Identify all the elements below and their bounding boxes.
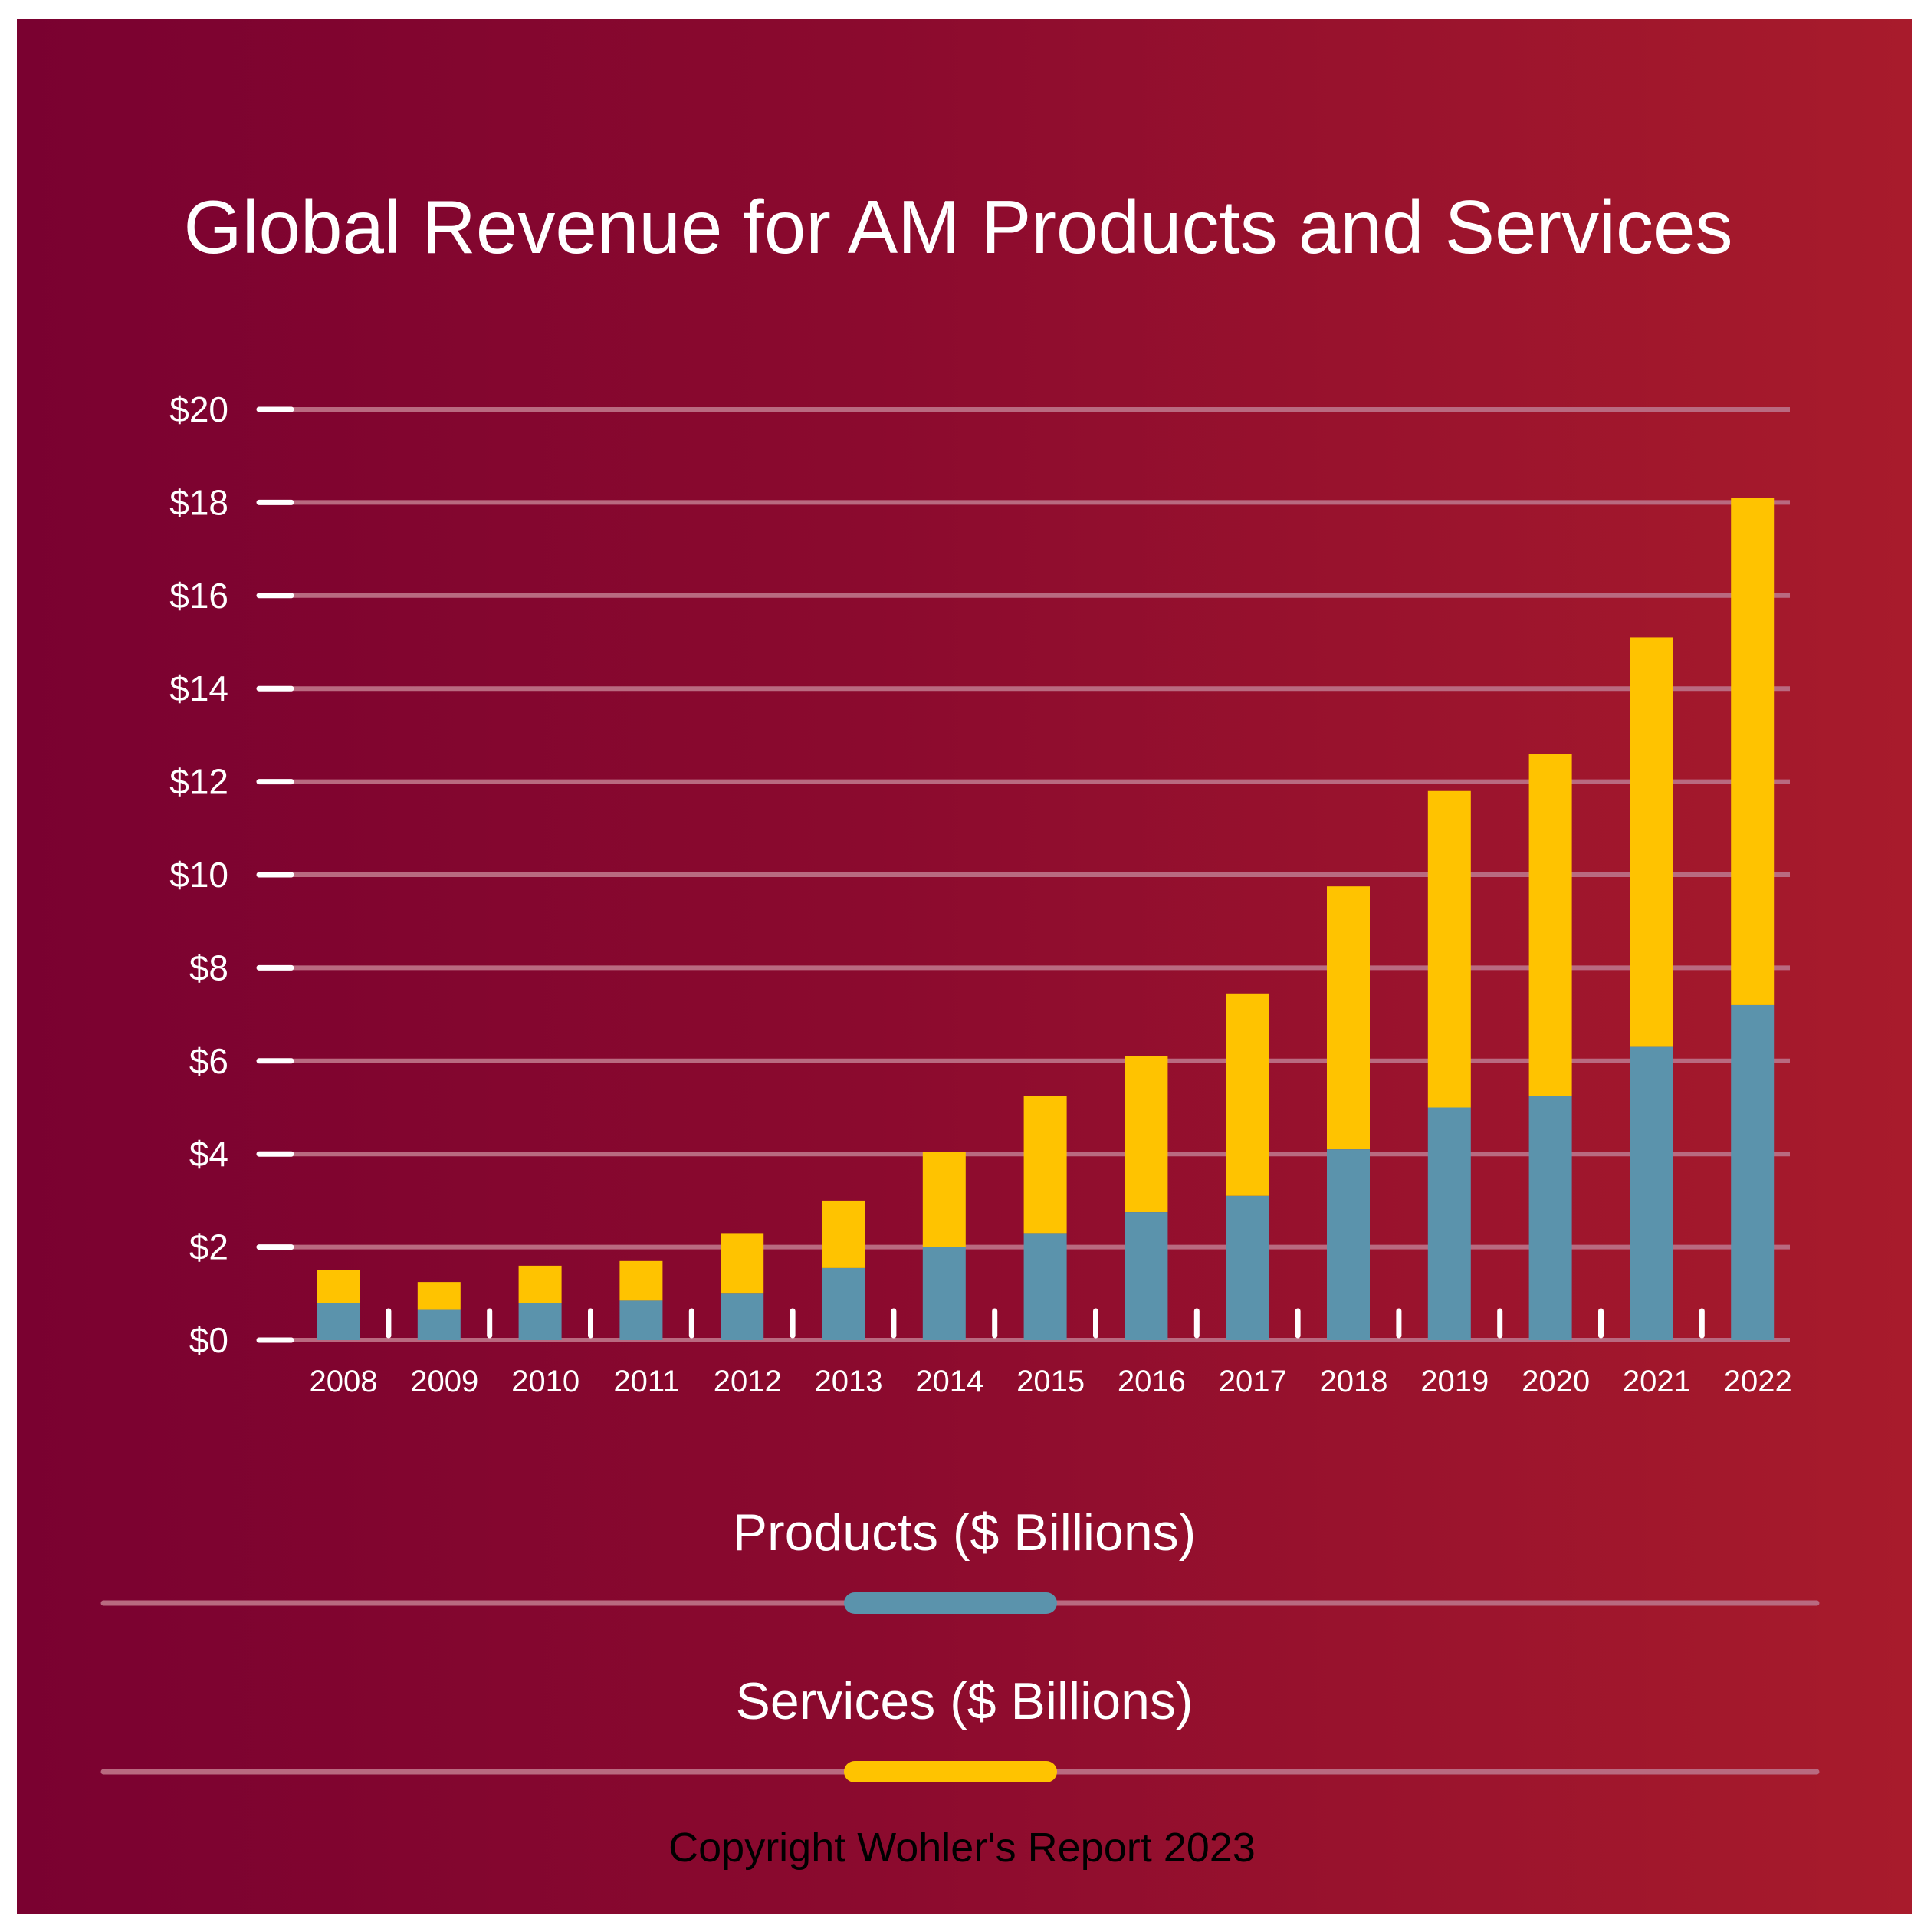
bar-products-2014 [922,1247,966,1340]
y-tick-label: $2 [189,1227,228,1267]
x-tick-label: 2018 [1320,1365,1388,1398]
bar-services-2019 [1427,790,1471,1108]
bar-products-2012 [721,1293,764,1340]
bar-products-2022 [1731,1004,1775,1340]
bar-products-2021 [1630,1046,1673,1340]
bar-products-2018 [1327,1149,1370,1340]
legend: Products ($ Billions) Services ($ Billio… [100,1503,1820,1783]
bars [317,498,1775,1340]
bar-services-2011 [619,1260,663,1301]
x-tick-label: 2008 [310,1365,378,1398]
x-tick-label: 2013 [815,1365,883,1398]
x-tick-label: 2012 [714,1365,782,1398]
bar-services-2016 [1125,1056,1168,1213]
y-tick-label: $12 [169,762,228,802]
bar-products-2019 [1427,1107,1471,1340]
bar-services-2008 [317,1270,360,1303]
y-tick-label: $8 [189,948,228,987]
bar-products-2020 [1528,1096,1572,1340]
x-tick-label: 2021 [1623,1365,1691,1398]
bar-products-2017 [1226,1195,1269,1340]
bar-services-2010 [518,1265,562,1303]
y-axis: $0 $2 $4 $6 $8 $10 $12 $14 $16 $18 $20 [169,389,294,1360]
bar-products-2011 [619,1300,663,1340]
bar-products-2015 [1023,1233,1067,1340]
y-tick-label: $16 [169,576,228,616]
legend-products-label: Products ($ Billions) [733,1503,1197,1562]
x-tick-label: 2010 [511,1365,579,1398]
x-tick-label: 2017 [1219,1365,1287,1398]
x-tick-label: 2019 [1420,1365,1489,1398]
chart-title: Global Revenue for AM Products and Servi… [184,185,1733,269]
y-tick-label: $6 [189,1041,228,1081]
y-tick-label: $14 [169,669,228,708]
bar-products-2010 [518,1303,562,1340]
y-tick-label: $20 [169,389,228,429]
bar-products-2009 [417,1309,461,1340]
bar-products-2008 [317,1303,360,1340]
x-axis: 2008 2009 2010 2011 2012 2013 2014 2015 2016 2017… [310,1308,1792,1398]
y-tick-label: $18 [169,482,228,522]
x-tick-label: 2011 [613,1365,679,1398]
x-tick-label: 2022 [1724,1365,1792,1398]
bar-services-2015 [1023,1096,1067,1234]
bar-services-2014 [922,1152,966,1247]
copyright-text: Copyright Wohler's Report 2023 [668,1825,1256,1871]
x-tick-label: 2014 [915,1365,983,1398]
x-tick-label: 2015 [1016,1365,1085,1398]
bar-services-2022 [1731,498,1775,1005]
x-tick-label: 2016 [1118,1365,1186,1398]
y-tick-label: $4 [189,1134,228,1174]
x-tick-label: 2009 [410,1365,478,1398]
bar-services-2012 [721,1233,764,1294]
legend-services-label: Services ($ Billions) [735,1672,1193,1730]
bar-services-2013 [822,1200,865,1268]
bar-services-2021 [1630,637,1673,1047]
x-tick-label: 2020 [1522,1365,1590,1398]
y-tick-label: $10 [169,855,228,895]
bar-products-2016 [1125,1212,1168,1340]
bar-services-2017 [1226,993,1269,1196]
bar-services-2018 [1327,886,1370,1150]
bar-services-2020 [1528,754,1572,1096]
bar-services-2009 [417,1282,461,1310]
bar-products-2013 [822,1267,865,1340]
y-tick-label: $0 [189,1320,228,1360]
